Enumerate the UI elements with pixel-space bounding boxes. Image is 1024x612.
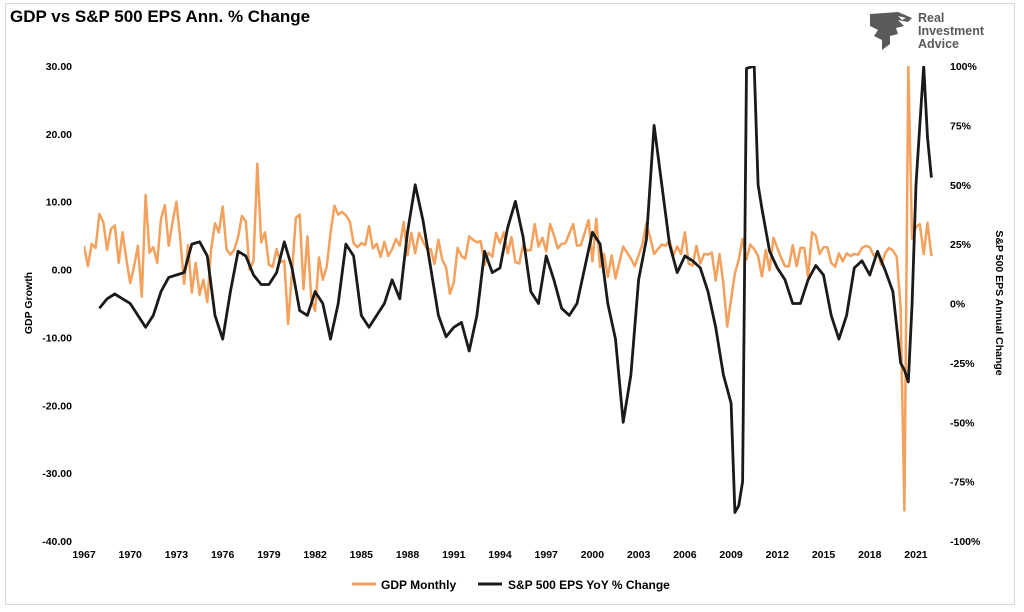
x-tick-label: 1973 [165, 549, 189, 561]
right-tick-label: -75% [950, 477, 975, 489]
left-tick-label: 10.00 [46, 197, 72, 209]
right-tick-label: -25% [950, 358, 975, 370]
right-axis-ticks: 100% 75% 50% 25% 0% -25% -50% -75% -100% [950, 61, 981, 548]
x-tick-label: 2000 [581, 549, 605, 561]
right-tick-label: 50% [950, 180, 972, 192]
chart-title: GDP vs S&P 500 EPS Ann. % Change [10, 7, 311, 26]
right-tick-label: 25% [950, 239, 972, 251]
left-tick-label: 20.00 [46, 129, 72, 141]
x-tick-label: 2015 [812, 549, 836, 561]
x-tick-label: 1976 [211, 549, 235, 561]
x-tick-label: 1994 [488, 549, 512, 561]
eps-yoy-line [98, 66, 933, 514]
brand-name: Real Investment Advice [918, 12, 984, 51]
chart-frame [5, 3, 1015, 605]
left-axis-ticks: 30.00 20.00 10.00 0.00 -10.00 -20.00 -30.00 -40… [42, 61, 72, 548]
series-layer [84, 66, 933, 514]
left-tick-label: -20.00 [42, 400, 72, 412]
brand-line-1: Real [918, 11, 945, 25]
x-tick-label: 1997 [535, 549, 559, 561]
gdp-monthly-line [84, 66, 933, 512]
right-tick-label: 100% [950, 61, 978, 73]
legend: GDP Monthly S&P 500 EPS YoY % Change [352, 578, 670, 592]
x-tick-label: 2021 [904, 549, 928, 561]
eagle-logo-icon [870, 12, 912, 50]
x-tick-label: 2003 [627, 549, 651, 561]
right-tick-label: 0% [950, 299, 966, 311]
left-tick-label: -40.00 [42, 536, 72, 548]
legend-label-eps: S&P 500 EPS YoY % Change [508, 578, 670, 592]
x-tick-label: 1970 [119, 549, 143, 561]
left-tick-label: 0.00 [52, 265, 73, 277]
legend-label-gdp: GDP Monthly [381, 578, 456, 592]
left-tick-label: -30.00 [42, 468, 72, 480]
x-tick-label: 2006 [673, 549, 697, 561]
x-tick-label: 1967 [72, 549, 96, 561]
brand-line-2: Investment [918, 24, 984, 38]
right-axis-label: S&P 500 EPS Annual Change [993, 230, 1005, 375]
right-tick-label: -100% [950, 536, 981, 548]
x-tick-label: 1982 [303, 549, 327, 561]
x-tick-label: 1985 [350, 549, 374, 561]
right-tick-label: -50% [950, 417, 975, 429]
brand-line-3: Advice [918, 37, 959, 51]
x-tick-label: 1979 [257, 549, 281, 561]
brand-logo: Real Investment Advice [868, 10, 1008, 56]
x-tick-label: 2009 [719, 549, 743, 561]
x-tick-label: 2012 [766, 549, 790, 561]
left-tick-label: -10.00 [42, 332, 72, 344]
left-axis-label: GDP Growth [23, 272, 35, 334]
x-tick-label: 1991 [442, 549, 466, 561]
x-tick-label: 1988 [396, 549, 420, 561]
left-tick-label: 30.00 [46, 61, 72, 73]
x-axis-ticks: 1967 1970 1973 1976 1979 1982 1985 1988 1991 1994… [72, 549, 927, 561]
x-tick-label: 2018 [858, 549, 882, 561]
right-tick-label: 75% [950, 120, 972, 132]
